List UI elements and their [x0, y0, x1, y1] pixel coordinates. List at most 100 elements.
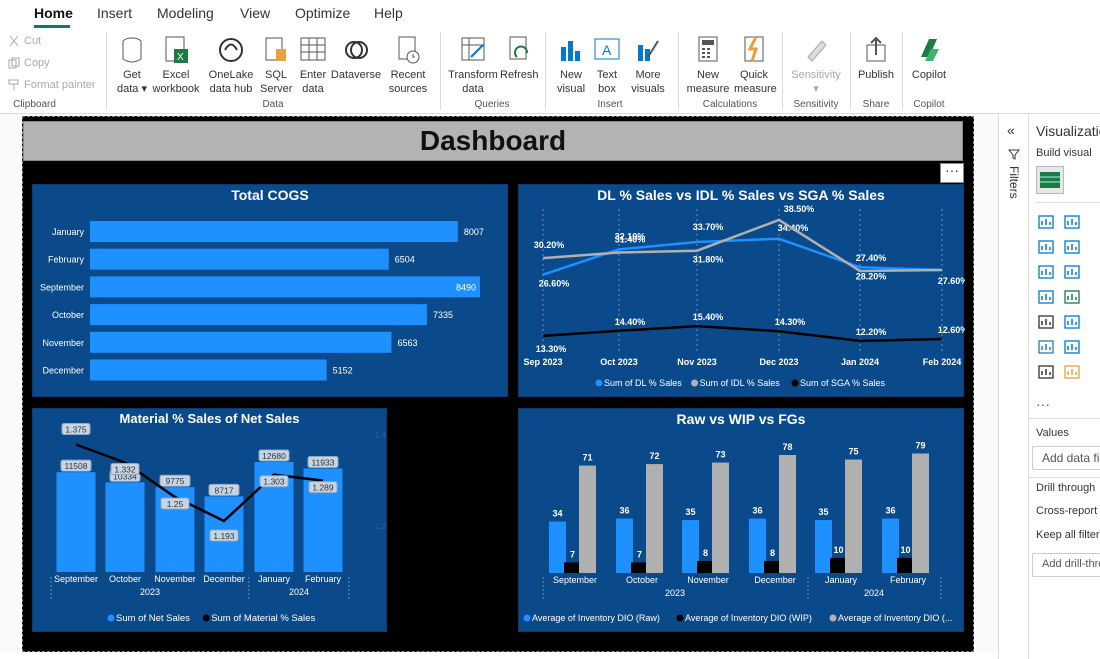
drill-through-label: Drill through — [1036, 482, 1096, 494]
kpi-icon[interactable] — [1064, 314, 1080, 330]
refresh-button[interactable]: Refresh — [500, 30, 539, 82]
legend-marker — [523, 614, 531, 622]
python-visual-icon[interactable] — [1038, 339, 1054, 355]
dl-idl-sga-chart[interactable]: DL % Sales vs IDL % Sales vs SGA % Sales… — [518, 184, 965, 397]
decomposition-tree-icon[interactable] — [1064, 339, 1080, 355]
dashboard-title: Dashboard — [23, 121, 963, 161]
more-visuals-button[interactable]: More visuals — [626, 30, 670, 96]
data-label: 11508 — [64, 461, 87, 471]
data-group-label: Data — [262, 99, 284, 110]
data-label: 71 — [582, 453, 592, 463]
x-tick-label: September — [54, 574, 98, 584]
x-tick-label: Feb 2024 — [923, 357, 962, 367]
total-cogs-chart[interactable]: Total COGS January 8007 February 6504 Septem… — [32, 184, 508, 397]
build-visual-tab[interactable] — [1036, 166, 1064, 194]
text-box-button[interactable]: A Text box — [592, 30, 622, 96]
copy-label: Copy — [24, 57, 50, 69]
data-label: 8007 — [464, 227, 484, 237]
copilot-button[interactable]: Copilot — [908, 30, 950, 82]
bar — [105, 482, 145, 572]
y2-tick-label: 1.4 — [375, 431, 387, 440]
area-chart-icon[interactable] — [1064, 239, 1080, 255]
bar — [616, 518, 633, 573]
year-label: 2023 — [140, 587, 160, 597]
legend-label: Average of Inventory DIO (... — [838, 613, 952, 623]
card-icon[interactable] — [1038, 314, 1054, 330]
more-visuals-icon — [638, 40, 659, 61]
bar — [90, 248, 389, 270]
matrix-icon[interactable] — [1038, 289, 1054, 305]
sql-server-button[interactable]: SQL Server — [260, 30, 292, 96]
legend-marker — [202, 614, 210, 622]
divider — [850, 32, 851, 110]
table-icon — [300, 37, 326, 61]
onelake-icon — [219, 38, 243, 62]
collapse-icon[interactable]: « — [1007, 122, 1015, 138]
new-measure-button[interactable]: New measure — [686, 30, 730, 96]
publish-button[interactable]: Publish — [856, 30, 896, 82]
total-cogs-plot: January 8007 February 6504 September 8490 Octo… — [40, 221, 484, 381]
onelake-button[interactable]: OneLake data hub — [205, 30, 257, 96]
ribbon-chart-icon[interactable] — [1064, 264, 1080, 280]
more-options-button[interactable]: ··· — [940, 163, 964, 183]
copy-icon — [8, 57, 20, 69]
material-sales-chart[interactable]: Material % Sales of Net Sales 11508 Septe… — [32, 408, 387, 632]
new-visual-button[interactable]: New visual — [553, 30, 589, 96]
paginated-report-icon[interactable] — [1038, 364, 1054, 380]
bar — [912, 453, 929, 573]
tab-optimize[interactable]: Optimize — [295, 5, 351, 21]
enter-data-button[interactable]: Enter data — [298, 30, 328, 96]
tab-view[interactable]: View — [240, 5, 271, 21]
sensitivity-button[interactable]: Sensitivity ▾ — [790, 30, 842, 96]
page-tabs-bar — [0, 652, 998, 659]
copy-button[interactable]: Copy — [8, 57, 50, 69]
data-label-bg — [110, 463, 140, 476]
keep-filters-toggle-label[interactable]: Keep all filters — [1036, 529, 1100, 541]
raw-wip-fgs-chart[interactable]: Raw vs WIP vs FGs 34 36 35 36 35 36 7 7 8 8 10 10 71… — [518, 408, 964, 632]
tab-insert[interactable]: Insert — [97, 5, 133, 21]
combo-chart-icon[interactable] — [1038, 264, 1054, 280]
data-label: 75 — [848, 447, 858, 457]
dataverse-button[interactable]: Dataverse — [330, 30, 382, 82]
format-painter-button[interactable]: Format painter — [8, 79, 96, 91]
x-tick-label: December — [754, 575, 796, 585]
data-label-bg — [60, 459, 92, 472]
line-chart-icon[interactable] — [1038, 239, 1054, 255]
data-label: 27.60% — [938, 276, 965, 286]
tab-help[interactable]: Help — [374, 5, 403, 21]
x-tick-label: February — [890, 575, 927, 585]
clustered-column-icon[interactable] — [1064, 214, 1080, 230]
data-label-bg — [259, 475, 289, 488]
enter-data-label: Enter data — [299, 69, 327, 95]
filter-icon — [1008, 149, 1020, 160]
data-label: 27.40% — [856, 253, 887, 263]
cut-button[interactable]: Cut — [8, 35, 41, 47]
bar — [682, 520, 699, 573]
recent-sources-button[interactable]: Recent sources — [386, 30, 430, 96]
legend-label: Sum of DL % Sales — [604, 378, 682, 388]
filters-pane[interactable]: « Filters — [998, 114, 1028, 659]
get-data-button[interactable]: Get data ▾ — [115, 30, 149, 96]
year-label: 2024 — [289, 587, 309, 597]
quick-measure-button[interactable]: Quick measure — [734, 30, 777, 96]
cross-report-toggle-label[interactable]: Cross-report — [1036, 505, 1098, 517]
values-drop-zone[interactable]: Add data fields here — [1032, 446, 1100, 470]
tab-home[interactable]: Home — [34, 5, 73, 21]
data-label: 1.25 — [167, 499, 184, 509]
stacked-bar-icon[interactable] — [1038, 214, 1054, 230]
category-label: September — [40, 282, 84, 292]
copilot-group-label: Copilot — [913, 99, 945, 110]
tab-modeling[interactable]: Modeling — [157, 5, 214, 21]
more-visual-types[interactable]: ··· — [1036, 396, 1050, 412]
chart-title: Material % Sales of Net Sales — [119, 411, 300, 426]
excel-workbook-button[interactable]: X Excel workbook — [151, 30, 201, 96]
sql-server-icon — [265, 37, 286, 61]
map-icon[interactable] — [1064, 289, 1080, 305]
paintbrush-icon — [8, 79, 19, 91]
data-label: 1.375 — [65, 425, 87, 435]
smart-narrative-icon[interactable] — [1064, 364, 1080, 380]
values-label: Values — [1036, 427, 1069, 439]
transform-data-button[interactable]: Transform data — [448, 30, 498, 96]
legend-marker — [676, 614, 684, 622]
drill-through-drop-zone[interactable]: Add drill-through fields here — [1032, 553, 1100, 577]
